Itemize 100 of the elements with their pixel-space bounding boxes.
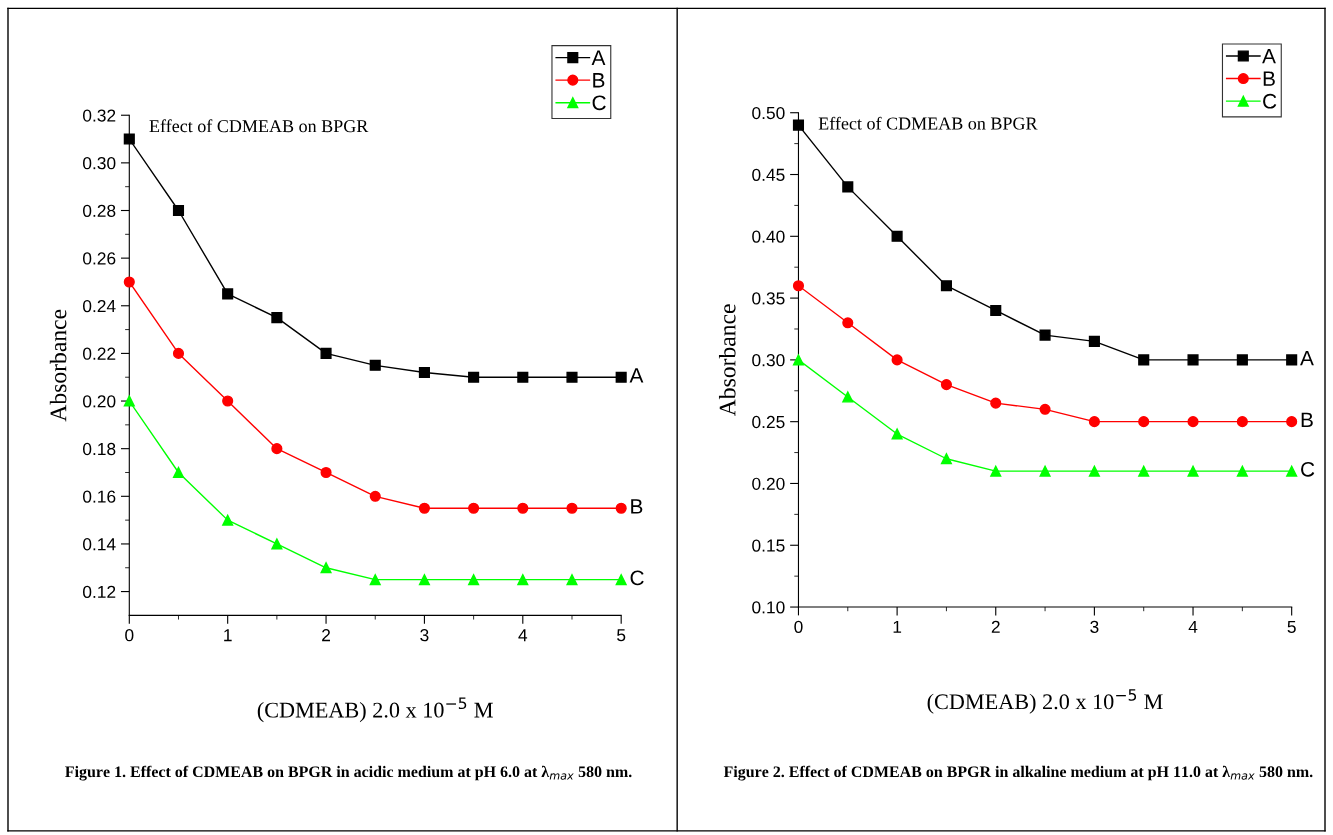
y-tick-label: 0.16 xyxy=(83,490,116,503)
point xyxy=(320,466,332,479)
point xyxy=(1138,354,1150,366)
point xyxy=(468,574,480,586)
point xyxy=(517,371,529,383)
x-tick-label: 5 xyxy=(1287,620,1296,633)
point xyxy=(123,276,135,288)
point xyxy=(271,312,283,324)
y-tick-label: 0.40 xyxy=(752,230,785,243)
point xyxy=(123,395,135,407)
y-tick-label: 0.18 xyxy=(83,442,116,456)
x-tick-label: 3 xyxy=(420,629,429,642)
x-tick-label: 4 xyxy=(518,629,528,642)
point xyxy=(172,204,185,217)
text: A xyxy=(1300,350,1314,366)
x-tick-label: 2 xyxy=(991,620,1000,633)
x-tick-label: 0 xyxy=(794,620,803,633)
y-tick-label: 0.20 xyxy=(83,395,116,408)
y-tick-label: 0.26 xyxy=(83,252,116,265)
x-tick-label: 5 xyxy=(617,629,626,642)
point xyxy=(222,288,234,300)
point xyxy=(517,502,529,514)
point xyxy=(615,502,627,514)
point xyxy=(369,359,381,371)
chart-subtitle: Effect of CDMEAB on BPGR xyxy=(818,116,1038,130)
legend-label: C xyxy=(592,95,606,111)
x-axis-title: (CDMEAB) 2.0 x 10$^{−5}$ M xyxy=(927,689,1163,714)
point xyxy=(990,304,1002,317)
point xyxy=(1039,465,1051,477)
point xyxy=(172,466,185,479)
point xyxy=(940,379,952,391)
point xyxy=(1088,416,1100,428)
point xyxy=(615,574,627,586)
legend-label: B xyxy=(1263,71,1275,86)
point xyxy=(940,453,952,465)
point xyxy=(418,502,430,514)
point xyxy=(1088,335,1100,347)
x-tick-label: 1 xyxy=(224,629,232,642)
point xyxy=(990,397,1002,409)
point xyxy=(792,354,805,366)
y-tick-label: 0.10 xyxy=(752,601,785,614)
y-axis-title: Absorbance xyxy=(718,304,736,417)
x-tick-label: 2 xyxy=(322,629,331,642)
point xyxy=(222,514,234,526)
y-tick-label: 0.25 xyxy=(752,415,785,429)
point xyxy=(271,538,283,550)
point xyxy=(123,133,135,145)
legend-label: B xyxy=(593,73,605,88)
x-tick-label: 0 xyxy=(125,629,134,642)
point xyxy=(369,490,381,502)
y-tick-label: 0.20 xyxy=(752,477,785,490)
y-tick-label: 0.45 xyxy=(752,168,785,181)
point xyxy=(1236,354,1248,366)
point xyxy=(222,395,234,407)
legend-label: C xyxy=(1263,93,1277,109)
point xyxy=(1187,416,1199,428)
y-tick-label: 0.35 xyxy=(752,292,785,305)
point xyxy=(1187,354,1199,366)
legend-label: A xyxy=(591,50,606,65)
point xyxy=(1286,416,1298,428)
point xyxy=(566,502,578,514)
point xyxy=(369,574,381,586)
y-tick-label: 0.15 xyxy=(752,539,785,552)
chart-subtitle: Effect of CDMEAB on BPGR xyxy=(149,119,369,133)
text: C xyxy=(1301,461,1315,477)
point xyxy=(1286,465,1298,477)
point xyxy=(1236,465,1248,477)
point xyxy=(1286,354,1298,366)
text: C xyxy=(630,570,644,586)
y-axis-title: Absorbance xyxy=(49,309,67,422)
point xyxy=(1039,403,1051,415)
point xyxy=(271,443,283,455)
y-tick-label: 0.12 xyxy=(83,585,116,599)
y-tick-label: 0.22 xyxy=(83,347,116,360)
x-tick-label: 4 xyxy=(1188,620,1198,633)
y-tick-label: 0.14 xyxy=(83,538,116,551)
point xyxy=(1187,465,1199,477)
y-tick-label: 0.28 xyxy=(83,204,116,217)
text: B xyxy=(1301,412,1313,428)
text: Figure 1. Effect of CDMEAB on BPGR in acidic medium at pH 6.0 at λ$_{max}$ 580 nm. xyxy=(65,765,632,781)
point xyxy=(1138,465,1150,477)
text: Figure 2. Effect of CDMEAB on BPGR in alkaline medium at pH 11.0 at λ$_{max}$ 580 nm. xyxy=(723,765,1313,781)
point xyxy=(1039,329,1051,341)
point xyxy=(792,280,805,292)
point xyxy=(792,119,805,131)
point xyxy=(418,366,430,379)
point xyxy=(320,347,332,359)
point xyxy=(418,574,430,586)
point xyxy=(842,391,854,403)
point xyxy=(842,181,854,193)
point xyxy=(566,371,578,383)
point xyxy=(172,347,185,359)
y-tick-label: 0.32 xyxy=(83,109,116,122)
point xyxy=(891,428,903,440)
y-tick-label: 0.24 xyxy=(83,299,116,313)
point xyxy=(615,371,627,383)
legend-label: A xyxy=(1262,48,1276,64)
point xyxy=(990,465,1002,477)
point xyxy=(566,574,578,586)
y-tick-label: 0.30 xyxy=(752,354,785,367)
